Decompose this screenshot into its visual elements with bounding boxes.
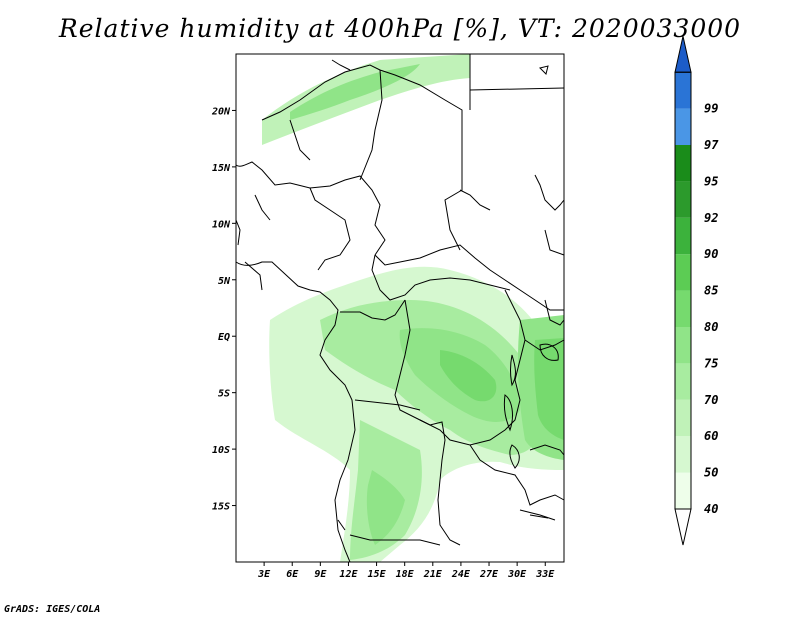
colorbar-label: 50 [704,466,718,480]
humidity-area-east-core [534,338,564,440]
colorbar-label: 99 [704,102,718,116]
humidity-area-north-band [262,54,470,145]
colorbar-swatch [675,472,691,509]
lon-tick-label: 21E [423,569,443,580]
colorbar-frame [674,71,692,510]
grads-credit: GrADS: IGES/COLA [4,604,101,615]
colorbar-label: 70 [704,393,718,407]
lon-axis: 3E 6E 9E 12E 15E 18E 21E 24E 27E 30E 33E [257,562,555,580]
lat-tick-label: 5S [218,389,230,400]
map-frame [235,53,565,563]
colorbar-swatch [675,217,691,255]
lon-tick-label: 33E [535,569,555,580]
colorbar-swatch [675,436,691,473]
colorbar-label: 60 [704,429,718,443]
colorbar-swatch [675,327,691,364]
lon-tick-label: 6E [286,569,299,580]
humidity-area-central-peak [440,350,497,402]
colorbar-swatch [675,290,691,327]
lat-tick-label: 15N [212,163,231,174]
humidity-fill [262,54,564,562]
lon-tick-label: 27E [479,569,499,580]
lat-tick-label: 20N [211,106,231,117]
lon-tick-label: 18E [396,569,415,580]
colorbar-label: 85 [704,284,718,298]
colorbar-swatch [675,181,691,218]
colorbar-max-arrow [674,36,692,73]
colorbar-label: 75 [704,356,718,370]
colorbar-swatch [675,399,691,437]
colorbar-label: 40 [704,502,718,516]
lat-tick-label: 10N [212,219,231,230]
colorbar-label: 90 [704,247,718,261]
colorbar-min-arrow [674,508,692,546]
lat-tick-label: 10S [212,445,230,456]
country-borders [235,54,565,563]
lon-tick-label: 9E [314,569,327,580]
lon-tick-label: 12E [339,569,358,580]
lon-tick-label: 24E [451,569,471,580]
lat-axis: 20N 15N 10N 5N EQ 5S 10S 15S [211,106,236,513]
lon-tick-label: 15E [368,569,387,580]
colorbar-swatch [675,108,691,145]
lat-tick-label: 15S [212,502,230,513]
chart-title: Relative humidity at 400hPa [%], VT: 202… [58,14,742,43]
colorbar-swatch [675,72,691,109]
colorbar: 40 50 60 70 75 80 85 90 92 95 97 99 [674,36,719,546]
colorbar-label: 97 [704,138,719,152]
lon-tick-label: 30E [507,569,527,580]
colorbar-label: 95 [704,174,718,188]
lat-tick-label: EQ [218,332,230,343]
humidity-area-north-core [290,64,420,120]
lat-tick-label: 5N [218,276,231,287]
lon-tick-label: 3E [257,569,271,580]
colorbar-label: 92 [704,211,718,225]
lakes [503,65,559,519]
colorbar-label: 80 [704,320,718,334]
colorbar-swatch [675,145,691,182]
colorbar-swatch [675,363,691,400]
humidity-area-south-core [366,470,405,545]
colorbar-swatch [675,254,691,291]
